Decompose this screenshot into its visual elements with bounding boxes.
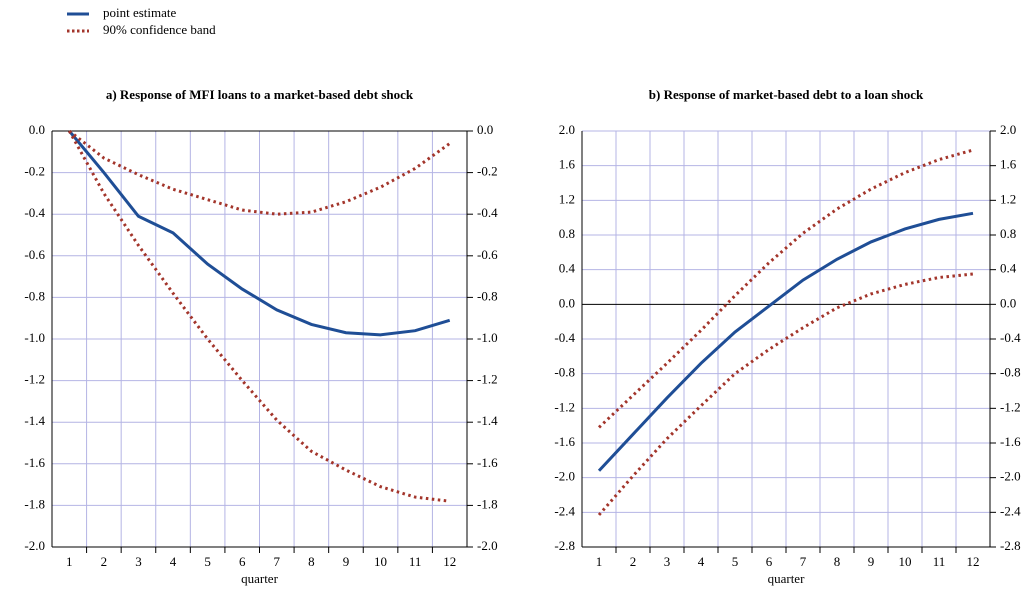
y-tick-label: -1.4 [24,413,45,428]
band-line [597,148,974,429]
y2-tick-label: -0.8 [1000,365,1021,380]
x-tick-label: 1 [596,554,603,569]
y2-tick-label: -0.6 [477,247,498,262]
x-tick-label: 12 [967,554,980,569]
x-tick-label: 4 [698,554,705,569]
x-tick-label: 3 [135,554,142,569]
y-tick-label: 0.0 [559,295,575,310]
x-tick-label: 12 [443,554,456,569]
y-tick-label: -1.6 [24,455,45,470]
x-tick-label: 8 [834,554,841,569]
y-tick-label: -0.8 [24,288,45,303]
line [597,211,974,472]
x-tick-label: 7 [800,554,807,569]
x-tick-label: 9 [868,554,875,569]
y-tick-label: -2.4 [554,503,575,518]
x-tick-label: 8 [308,554,315,569]
y2-tick-label: 2.0 [1000,122,1016,137]
y-tick-label: -1.6 [554,434,575,449]
y-tick-label: -1.0 [24,330,45,345]
x-tick-label: 11 [933,554,946,569]
y2-tick-label: -0.4 [477,205,498,220]
x-tick-label: 5 [204,554,211,569]
y2-tick-label: -1.6 [1000,434,1021,449]
x-tick-label: 4 [170,554,177,569]
x-axis-label: quarter [768,571,805,586]
chart-title: a) Response of MFI loans to a market-bas… [106,87,414,102]
y-tick-label: 0.8 [559,226,575,241]
y-tick-label: -2.0 [24,538,45,553]
y-tick-label: -1.8 [24,496,45,511]
legend-label: 90% confidence band [103,22,216,37]
y2-tick-label: 0.0 [477,122,493,137]
y2-tick-label: 1.6 [1000,157,1017,172]
y-tick-label: -0.4 [24,205,45,220]
y2-tick-label: -2.0 [477,538,498,553]
y-tick-label: -0.2 [24,164,45,179]
y-tick-label: 1.2 [559,191,575,206]
y-tick-label: -2.8 [554,538,575,553]
x-axis-label: quarter [241,571,278,586]
y-tick-label: 0.4 [559,261,576,276]
y-tick-label: -1.2 [554,399,575,414]
x-tick-label: 10 [374,554,387,569]
y2-tick-label: -1.8 [477,496,498,511]
y2-tick-label: -2.8 [1000,538,1021,553]
y2-tick-label: -2.4 [1000,503,1021,518]
x-tick-label: 6 [766,554,773,569]
y2-tick-label: -0.2 [477,164,498,179]
y-tick-label: 0.0 [29,122,45,137]
y-tick-label: 1.6 [559,157,576,172]
y2-tick-label: -1.4 [477,413,498,428]
x-tick-label: 1 [66,554,73,569]
y2-tick-label: -1.0 [477,330,498,345]
y-tick-label: -2.0 [554,469,575,484]
x-tick-label: 7 [274,554,281,569]
chart-title: b) Response of market-based debt to a lo… [649,87,924,102]
legend-label: point estimate [103,5,177,20]
y-tick-label: -0.4 [554,330,575,345]
y-tick-label: -0.6 [24,247,45,262]
y2-tick-label: 0.0 [1000,295,1016,310]
y2-tick-label: -2.0 [1000,469,1021,484]
y2-tick-label: -0.4 [1000,330,1021,345]
x-tick-label: 5 [732,554,739,569]
line [68,130,451,337]
x-tick-label: 11 [409,554,422,569]
y-tick-label: -1.2 [24,372,45,387]
y2-tick-label: -1.2 [1000,399,1021,414]
y2-tick-label: -0.8 [477,288,498,303]
x-tick-label: 3 [664,554,671,569]
y2-tick-label: 0.8 [1000,226,1016,241]
y2-tick-label: -1.6 [477,455,498,470]
x-tick-label: 9 [343,554,350,569]
y-tick-label: 2.0 [559,122,575,137]
x-tick-label: 10 [899,554,912,569]
y2-tick-label: 1.2 [1000,191,1016,206]
y2-tick-label: -1.2 [477,372,498,387]
y2-tick-label: 0.4 [1000,261,1017,276]
x-tick-label: 2 [630,554,637,569]
band-line [67,130,450,503]
y-tick-label: -0.8 [554,365,575,380]
band-line [597,272,974,516]
x-tick-label: 6 [239,554,246,569]
x-tick-label: 2 [101,554,108,569]
